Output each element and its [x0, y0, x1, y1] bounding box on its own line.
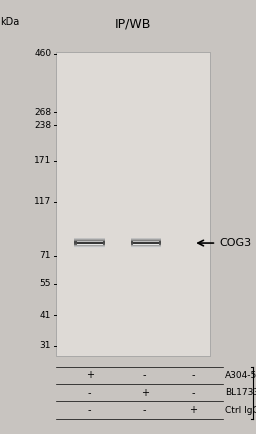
Text: -: - — [88, 388, 91, 398]
Text: +: + — [189, 405, 197, 415]
Text: 238: 238 — [34, 121, 51, 130]
Text: BL17330: BL17330 — [225, 388, 256, 397]
Bar — [131, 240, 161, 241]
Bar — [133, 244, 159, 245]
Text: -: - — [191, 370, 195, 381]
Bar — [77, 242, 103, 243]
Text: 71: 71 — [40, 251, 51, 260]
Bar — [131, 247, 161, 248]
Bar — [74, 244, 105, 245]
Text: A304-576A: A304-576A — [225, 371, 256, 380]
Text: -: - — [88, 405, 91, 415]
Bar — [74, 240, 105, 241]
Text: -: - — [143, 405, 146, 415]
Bar — [131, 239, 161, 240]
Text: Ctrl IgG: Ctrl IgG — [225, 406, 256, 414]
Bar — [74, 245, 105, 246]
Bar — [131, 241, 161, 242]
Bar — [77, 243, 103, 244]
Bar — [131, 242, 161, 243]
Text: -: - — [191, 388, 195, 398]
Text: 55: 55 — [40, 279, 51, 288]
Text: +: + — [141, 388, 149, 398]
Text: 31: 31 — [40, 341, 51, 350]
Text: 460: 460 — [34, 49, 51, 59]
Text: 41: 41 — [40, 311, 51, 320]
Bar — [74, 247, 105, 248]
Bar — [131, 246, 161, 247]
Text: kDa: kDa — [1, 17, 20, 27]
Bar — [77, 244, 103, 245]
Bar — [131, 238, 161, 239]
Text: COG3: COG3 — [219, 238, 251, 248]
Bar — [74, 242, 105, 243]
FancyBboxPatch shape — [56, 52, 210, 356]
Text: 268: 268 — [34, 108, 51, 117]
Bar — [131, 243, 161, 244]
Bar — [131, 244, 161, 245]
Bar — [74, 238, 105, 239]
Text: 117: 117 — [34, 197, 51, 207]
Bar — [74, 241, 105, 242]
Bar — [74, 243, 105, 244]
Bar — [77, 241, 103, 242]
Bar — [74, 239, 105, 240]
Bar — [131, 245, 161, 246]
Text: -: - — [143, 370, 146, 381]
Text: +: + — [86, 370, 94, 381]
Text: IP/WB: IP/WB — [115, 17, 151, 30]
Bar — [74, 246, 105, 247]
Text: 171: 171 — [34, 156, 51, 165]
Bar — [133, 243, 159, 244]
Bar — [133, 242, 159, 243]
Bar — [133, 241, 159, 242]
